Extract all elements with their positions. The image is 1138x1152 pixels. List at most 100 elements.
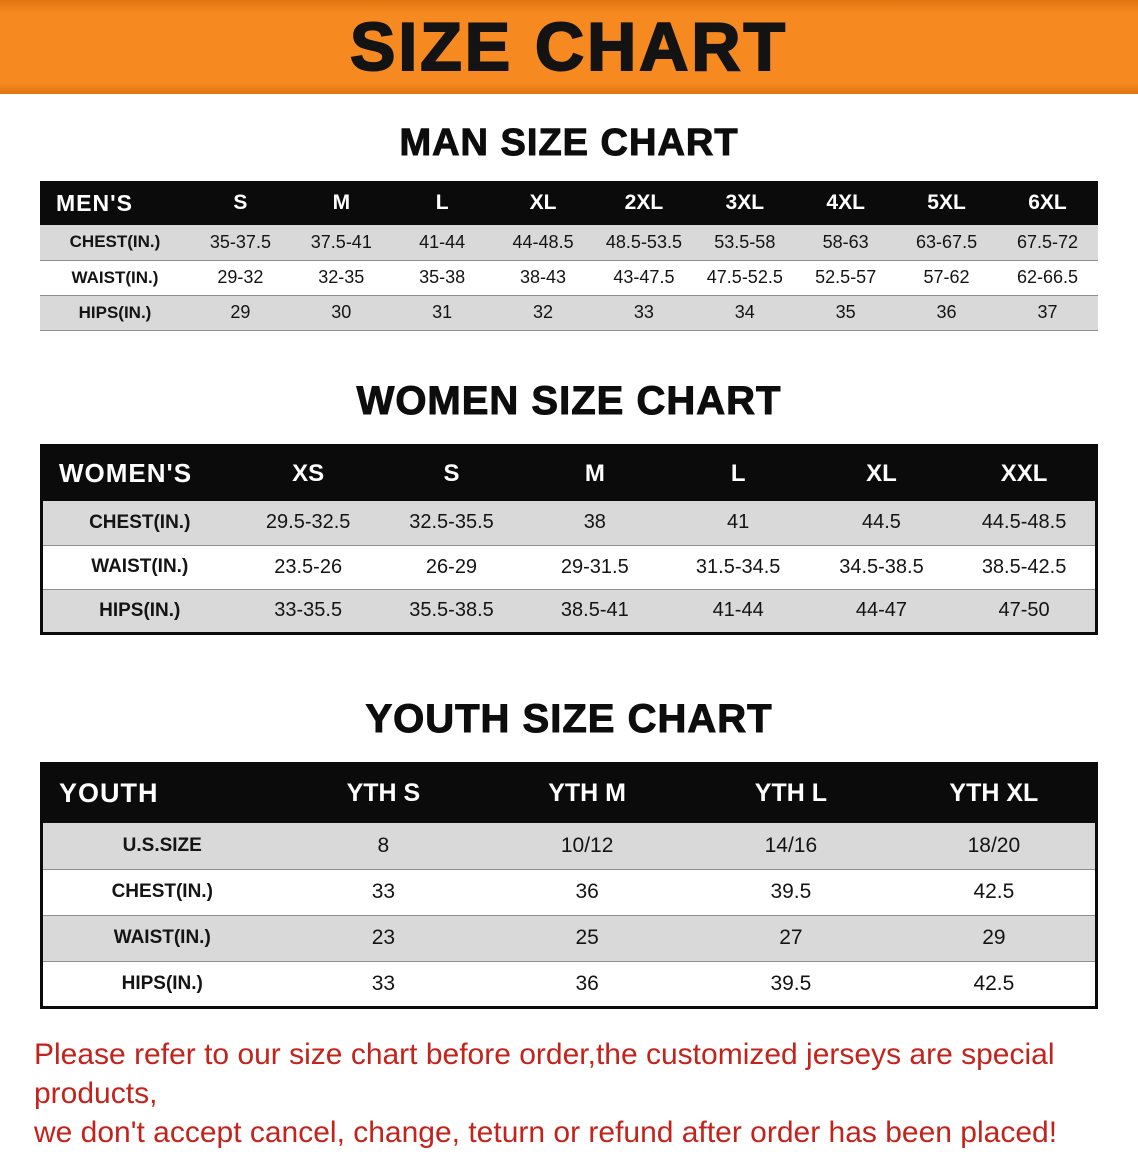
table-row: HIPS(IN.) 33-35.5 35.5-38.5 38.5-41 41-44 44-… (41, 589, 1097, 633)
table-cell: 42.5 (973, 880, 1015, 903)
table-cell: 32.5-35.5 (409, 511, 494, 534)
table-cell: 44.5 (862, 511, 901, 534)
column-header: YTH XL (949, 779, 1039, 808)
table-cell: 10/12 (560, 833, 614, 857)
column-header: 6XL (1028, 191, 1067, 214)
table-cell: 27 (779, 926, 803, 949)
table-cell: 37 (1037, 302, 1058, 322)
table-cell: 58-63 (822, 231, 869, 252)
table-cell: 63-67.5 (916, 231, 978, 252)
table-cell: 41 (727, 511, 750, 534)
banner: SIZE CHART (0, 0, 1138, 94)
table-row: U.S.SIZE 8 10/12 14/16 18/20 (41, 823, 1097, 869)
table-row: CHEST(IN.) 35-37.5 37.5-41 41-44 44-48.5 48.5… (40, 225, 1098, 260)
table-cell: 44-47 (855, 599, 908, 621)
table-row: WAIST(IN.) 23.5-26 26-29 29-31.5 31.5-34.5 34… (41, 545, 1097, 589)
table-cell: 30 (331, 302, 352, 322)
column-header: XS (292, 459, 325, 487)
table-cell: 48.5-53.5 (605, 231, 682, 252)
table-cell: 29-32 (217, 267, 264, 287)
table-corner-label: WOMEN'S (59, 458, 193, 489)
table-cell: 35 (835, 302, 856, 322)
table-cell: 43-47.5 (613, 267, 675, 287)
row-label: WAIST(IN.) (91, 556, 189, 577)
table-cell: 41-44 (419, 231, 466, 252)
table-cell: 53.5-58 (714, 231, 776, 252)
table-cell: 67.5-72 (1016, 231, 1079, 252)
column-header: XXL (1000, 459, 1048, 487)
table-cell: 44-48.5 (512, 231, 574, 252)
table-cell: 38.5-41 (560, 599, 629, 621)
table-cell: 39.5 (770, 880, 812, 903)
men-section-heading: MAN SIZE CHART (399, 122, 739, 165)
column-header: XL (866, 459, 897, 487)
table-cell: 29.5-32.5 (265, 511, 351, 534)
table-corner-label: YOUTH (59, 778, 159, 809)
table-row: CHEST(IN.) 33 36 39.5 42.5 (41, 869, 1097, 915)
row-label: HIPS(IN.) (121, 972, 203, 994)
table-cell: 23 (371, 926, 396, 949)
table-corner-label: MEN'S (56, 189, 133, 216)
banner-title: SIZE CHART (349, 8, 788, 86)
table-row: WAIST(IN.) 29-32 32-35 35-38 38-43 43-47.5 47.… (40, 260, 1098, 295)
table-cell: 36 (575, 971, 599, 995)
table-cell: 31.5-34.5 (695, 555, 781, 578)
table-row: WAIST(IN.) 23 25 27 29 (41, 915, 1097, 961)
row-label: U.S.SIZE (122, 834, 202, 856)
column-header: M (584, 459, 605, 487)
table-cell: 47.5-52.5 (706, 267, 783, 287)
table-cell: 47-50 (998, 599, 1050, 621)
table-cell: 32-35 (318, 267, 365, 287)
table-cell: 29-31.5 (560, 555, 629, 578)
row-label: HIPS(IN.) (99, 599, 181, 621)
column-header: S (443, 459, 460, 487)
column-header: L (435, 191, 449, 214)
table-cell: 34 (734, 302, 755, 322)
table-cell: 41-44 (712, 599, 764, 621)
column-header: YTH S (346, 779, 421, 808)
table-cell: 35.5-38.5 (409, 599, 494, 621)
row-label: WAIST(IN.) (113, 927, 211, 948)
footer-notice: Please refer to our size chart before or… (0, 1035, 1138, 1152)
table-cell: 62-66.5 (1016, 267, 1079, 287)
header-row: YOUTH YTH S YTH M YTH L YTH XL (41, 763, 1097, 823)
table-cell: 52.5-57 (815, 267, 877, 287)
table-cell: 31 (432, 302, 453, 322)
table-cell: 57-62 (923, 267, 970, 287)
table-cell: 8 (377, 833, 390, 857)
column-header: M (332, 191, 351, 214)
column-header: S (233, 191, 248, 214)
youth-size-section: YOUTH SIZE CHART YOUTH YTH S YTH M YTH L YTH… (0, 696, 1138, 1009)
column-header: 4XL (826, 191, 865, 214)
table-cell: 35-38 (419, 267, 466, 287)
table-cell: 37.5-41 (310, 231, 372, 252)
table-cell: 38-43 (520, 267, 567, 287)
column-header: 2XL (624, 191, 664, 214)
table-row: CHEST(IN.) 29.5-32.5 32.5-35.5 38 41 44.5 44.5… (41, 501, 1097, 545)
size-chart-body: MAN SIZE CHART MEN'S S M L XL 2XL 3XL 4XL 5XL 6XL… (0, 122, 1138, 1009)
table-cell: 33 (633, 302, 654, 322)
table-cell: 18/20 (967, 833, 1021, 857)
row-label: HIPS(IN.) (78, 302, 152, 322)
row-label: CHEST(IN.) (111, 881, 213, 902)
youth-size-table: YOUTH YTH S YTH M YTH L YTH XL U.S.SIZE 8 10/12… (40, 761, 1098, 1009)
table-cell: 23.5-26 (274, 555, 343, 578)
men-size-table: MEN'S S M L XL 2XL 3XL 4XL 5XL 6XL CHEST(IN.) 35-37… (40, 181, 1098, 331)
row-label: WAIST(IN.) (71, 267, 159, 287)
column-header: XL (529, 191, 557, 214)
table-cell: 33 (371, 880, 396, 903)
column-header: L (730, 459, 746, 487)
table-cell: 29 (982, 926, 1006, 949)
table-cell: 33-35.5 (274, 599, 343, 621)
header-row: MEN'S S M L XL 2XL 3XL 4XL 5XL 6XL (40, 181, 1098, 225)
header-row: WOMEN'S XS S M L XL XXL (41, 445, 1097, 501)
men-size-section: MAN SIZE CHART MEN'S S M L XL 2XL 3XL 4XL 5XL 6XL… (0, 122, 1138, 331)
women-size-table: WOMEN'S XS S M L XL XXL CHEST(IN.) 29.5-32.5 32.5… (40, 443, 1098, 635)
table-cell: 38.5-42.5 (981, 555, 1067, 578)
table-cell: 14/16 (764, 833, 818, 857)
table-cell: 42.5 (973, 971, 1015, 995)
table-cell: 25 (575, 926, 599, 949)
table-row: HIPS(IN.) 33 36 39.5 42.5 (41, 961, 1097, 1007)
notice-line-2: we don't accept cancel, change, teturn o… (34, 1115, 1058, 1149)
table-cell: 38 (583, 511, 606, 534)
